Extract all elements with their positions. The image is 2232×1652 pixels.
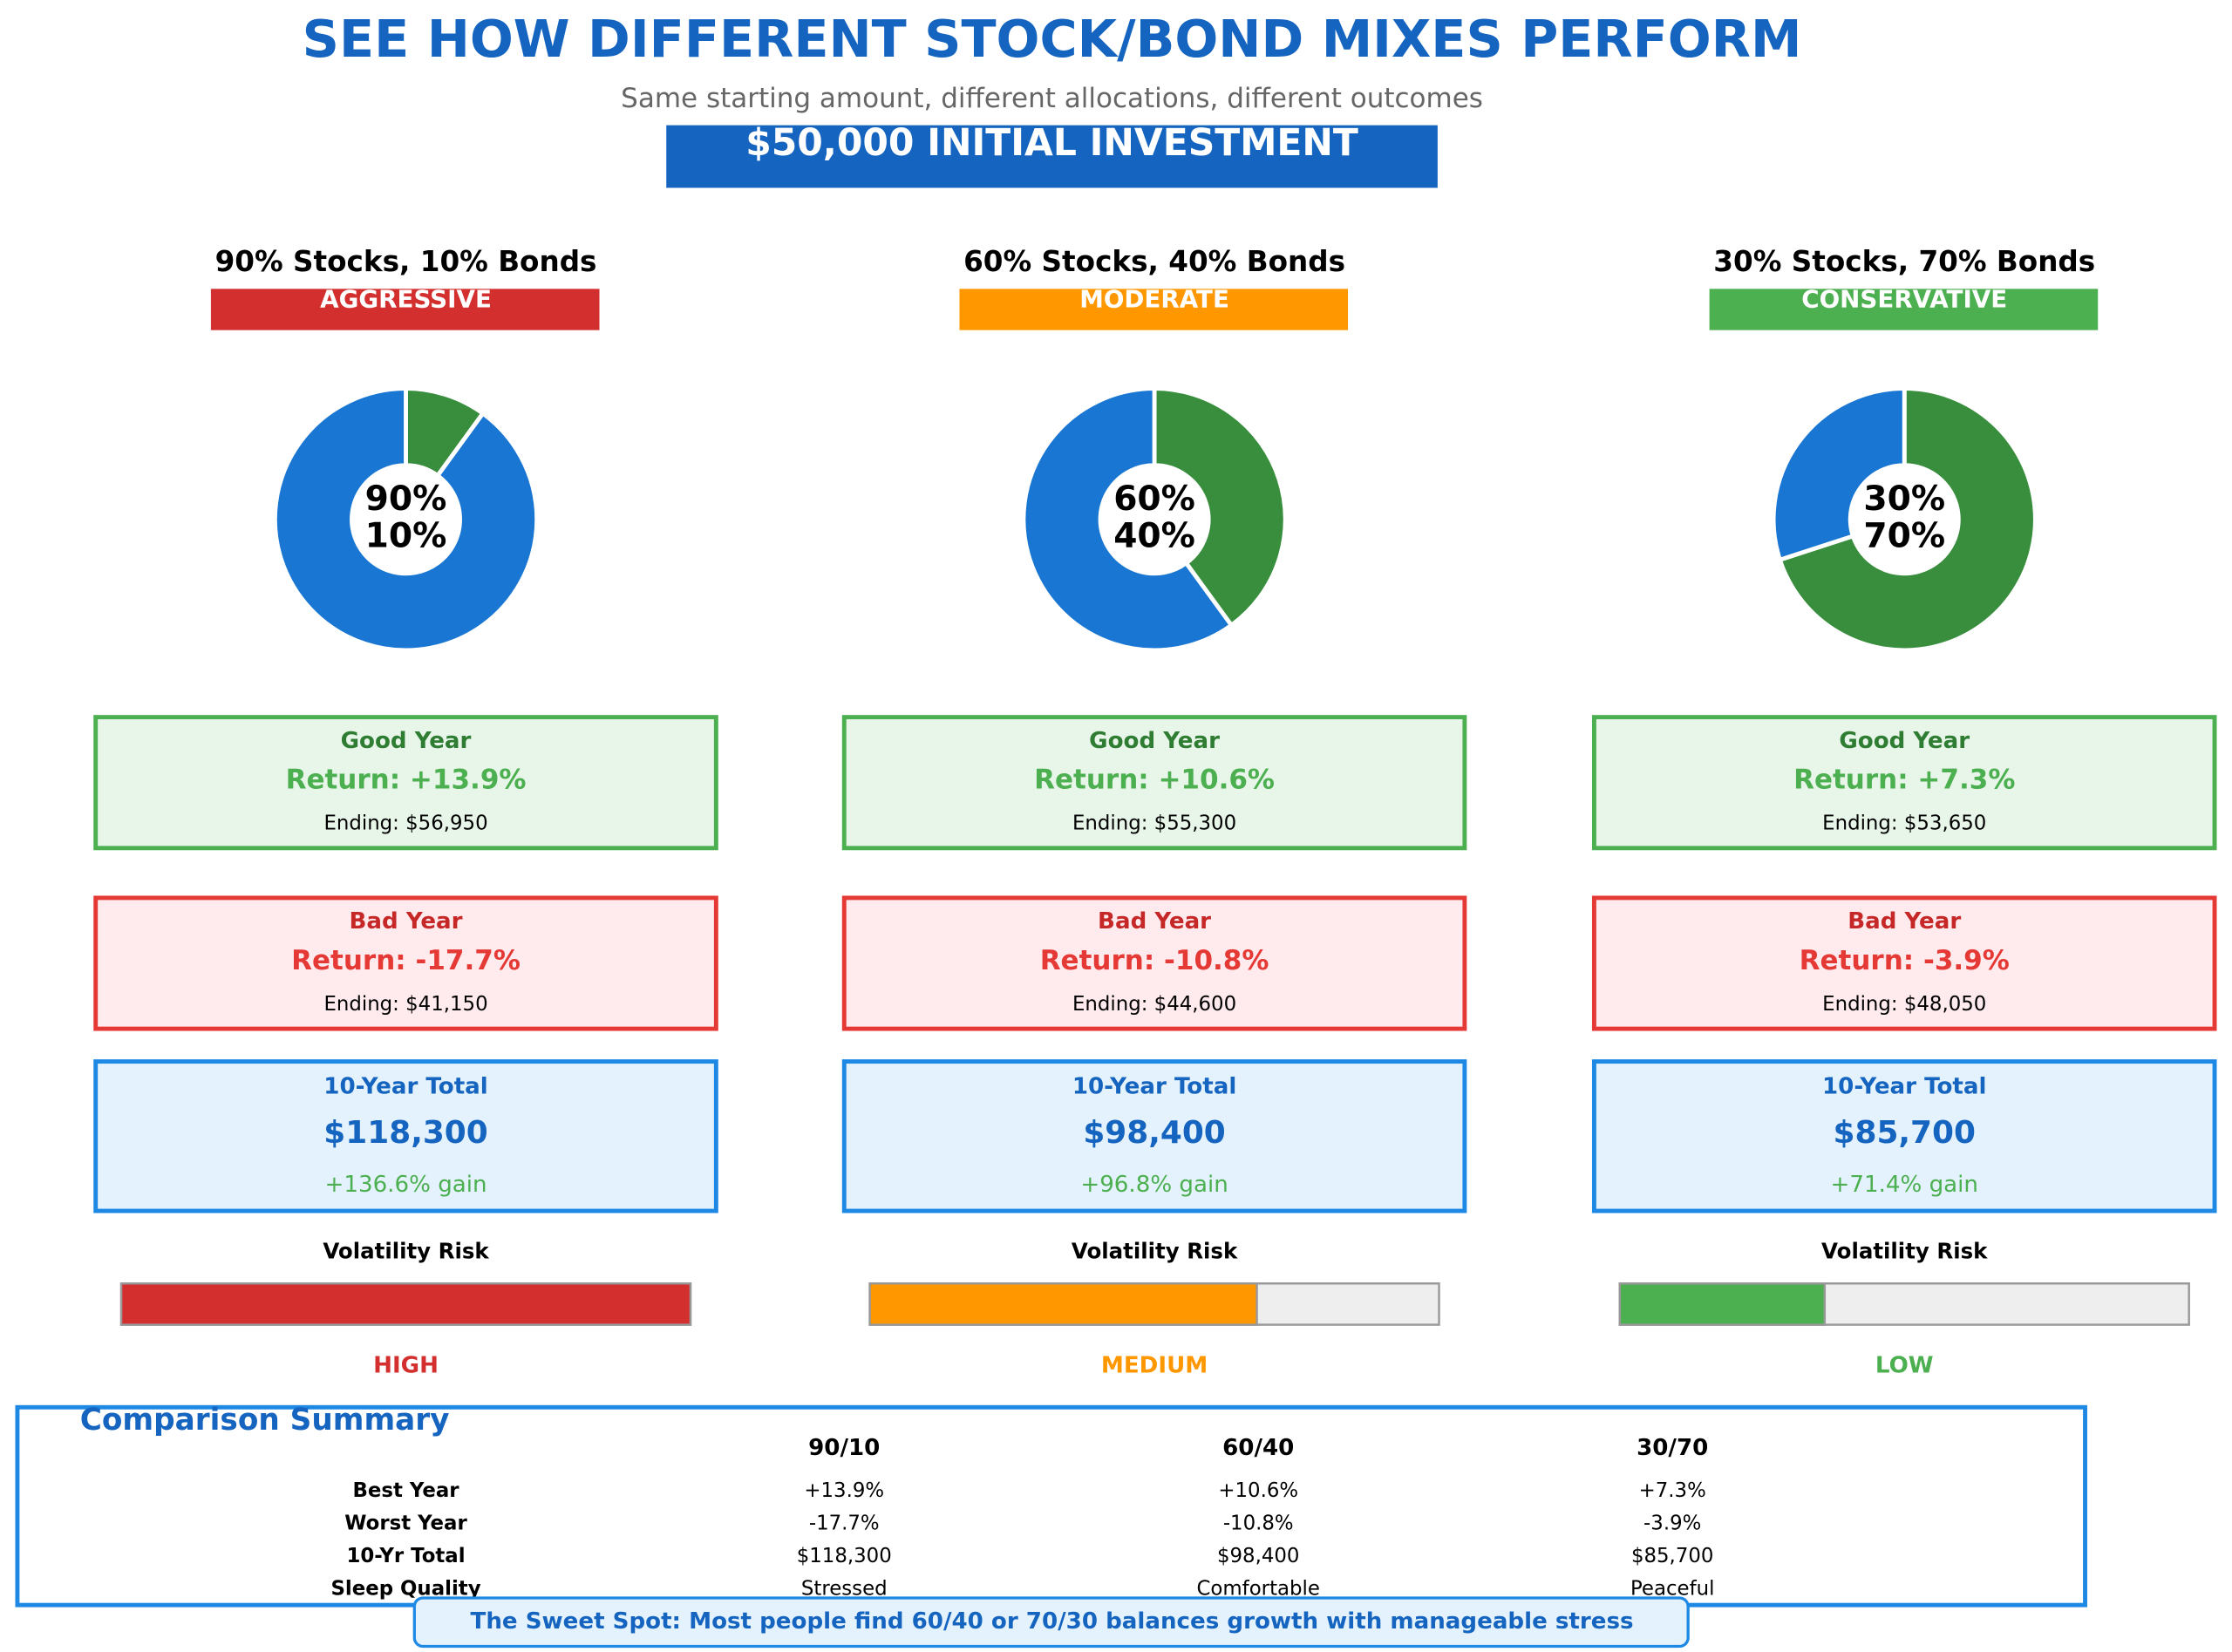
volatility-level: LOW xyxy=(1875,1352,1934,1378)
label-bg xyxy=(959,289,1349,330)
volatility-bar xyxy=(1618,1282,1827,1326)
bad-ending: Ending: $41,150 xyxy=(323,993,487,1016)
total-value: $98,400 xyxy=(1083,1115,1225,1151)
total-box xyxy=(93,1059,718,1214)
total-value: $118,300 xyxy=(323,1115,487,1151)
summary-row-label: Worst Year xyxy=(344,1513,467,1535)
bad-ending: Ending: $44,600 xyxy=(1072,993,1236,1016)
volatility-level: HIGH xyxy=(373,1352,439,1378)
column-title: 30% Stocks, 70% Bonds xyxy=(1713,245,2095,278)
total-box xyxy=(841,1059,1467,1214)
bad-return: Return: -17.7% xyxy=(291,945,521,976)
bad-return: Return: -10.8% xyxy=(1040,945,1269,976)
good-box xyxy=(93,715,718,851)
good-box xyxy=(1591,715,2217,851)
footer-box xyxy=(412,1596,1690,1649)
pie-wedge xyxy=(1777,386,2038,653)
good-ending: Ending: $55,300 xyxy=(1072,812,1236,835)
summary-cell: -10.8% xyxy=(1223,1513,1294,1535)
volatility-bar xyxy=(119,1282,692,1326)
summary-box xyxy=(15,1404,2087,1608)
volatility-bar xyxy=(868,1282,1258,1326)
summary-row-label: 10-Yr Total xyxy=(346,1545,465,1567)
title: SEE HOW DIFFERENT STOCK/BOND MIXES PERFO… xyxy=(303,9,1802,69)
bad-box xyxy=(93,895,718,1031)
total-gain: +96.8% gain xyxy=(1080,1172,1228,1198)
bad-box xyxy=(1591,895,2217,1031)
summary-column: 30/70 xyxy=(1637,1435,1708,1461)
total-heading: 10-Year Total xyxy=(1072,1074,1236,1100)
summary-column: 90/10 xyxy=(808,1435,880,1461)
volatility-label: Volatility Risk xyxy=(1072,1238,1238,1263)
total-box xyxy=(1591,1059,2217,1214)
good-heading: Good Year xyxy=(1089,728,1220,754)
summary-column: 60/40 xyxy=(1222,1435,1294,1461)
total-value: $85,700 xyxy=(1834,1115,1976,1151)
pie-center-label: 70% xyxy=(1863,516,1945,555)
good-box xyxy=(841,715,1467,851)
good-ending: Ending: $53,650 xyxy=(1822,812,1986,835)
summary-row-label: Best Year xyxy=(353,1479,460,1502)
total-gain: +71.4% gain xyxy=(1830,1172,1978,1198)
summary-cell: $98,400 xyxy=(1217,1545,1299,1567)
volatility-label: Volatility Risk xyxy=(323,1238,489,1263)
banner-bg xyxy=(666,125,1438,188)
pie-wedge xyxy=(1021,386,1235,653)
bad-heading: Bad Year xyxy=(350,908,463,935)
good-return: Return: +13.9% xyxy=(286,765,527,796)
good-heading: Good Year xyxy=(341,728,472,754)
subtitle: Same starting amount, different allocati… xyxy=(621,83,1483,114)
summary-cell: $118,300 xyxy=(797,1545,892,1567)
pie-wedge xyxy=(1771,386,1907,563)
good-heading: Good Year xyxy=(1839,728,1970,754)
volatility-label: Volatility Risk xyxy=(1821,1238,1988,1263)
risk-label: MODERATE xyxy=(1079,284,1229,313)
risk-label: CONSERVATIVE xyxy=(1801,284,2007,313)
bad-ending: Ending: $48,050 xyxy=(1822,993,1986,1016)
good-return: Return: +10.6% xyxy=(1034,765,1275,796)
bad-return: Return: -3.9% xyxy=(1800,945,2010,976)
label-bg xyxy=(210,289,600,330)
good-ending: Ending: $56,950 xyxy=(323,812,487,835)
total-heading: 10-Year Total xyxy=(1822,1074,1986,1100)
column-title: 60% Stocks, 40% Bonds xyxy=(963,245,1345,278)
summary-cell: +13.9% xyxy=(804,1479,884,1502)
pie-center-label: 60% xyxy=(1113,479,1195,519)
bad-box xyxy=(841,895,1467,1031)
total-heading: 10-Year Total xyxy=(323,1074,487,1100)
total-gain: +136.6% gain xyxy=(324,1172,487,1198)
label-bg xyxy=(1709,289,2099,330)
pie-center-label: 30% xyxy=(1863,479,1945,519)
footer: The Sweet Spot: Most people find 60/40 o… xyxy=(471,1608,1634,1635)
pie-wedge xyxy=(1152,386,1288,629)
summary-cell: +7.3% xyxy=(1639,1479,1706,1502)
pie-center-label: 90% xyxy=(365,479,447,519)
pie-center-label: 40% xyxy=(1113,516,1195,555)
summary-title: Comparison Summary xyxy=(80,1403,450,1438)
bad-heading: Bad Year xyxy=(1848,908,1961,935)
banner: $50,000 INITIAL INVESTMENT xyxy=(745,122,1358,165)
summary-cell: +10.6% xyxy=(1218,1479,1298,1502)
summary-cell: -3.9% xyxy=(1643,1513,1701,1535)
column-title: 90% Stocks, 10% Bonds xyxy=(215,245,597,278)
pie-wedge xyxy=(272,386,540,653)
summary-cell: -17.7% xyxy=(809,1513,880,1535)
pie-center-label: 10% xyxy=(365,516,447,555)
good-return: Return: +7.3% xyxy=(1793,765,2015,796)
summary-cell: $85,700 xyxy=(1631,1545,1713,1567)
bad-heading: Bad Year xyxy=(1098,908,1211,935)
risk-label: AGGRESSIVE xyxy=(320,284,492,313)
volatility-level: MEDIUM xyxy=(1101,1352,1208,1378)
